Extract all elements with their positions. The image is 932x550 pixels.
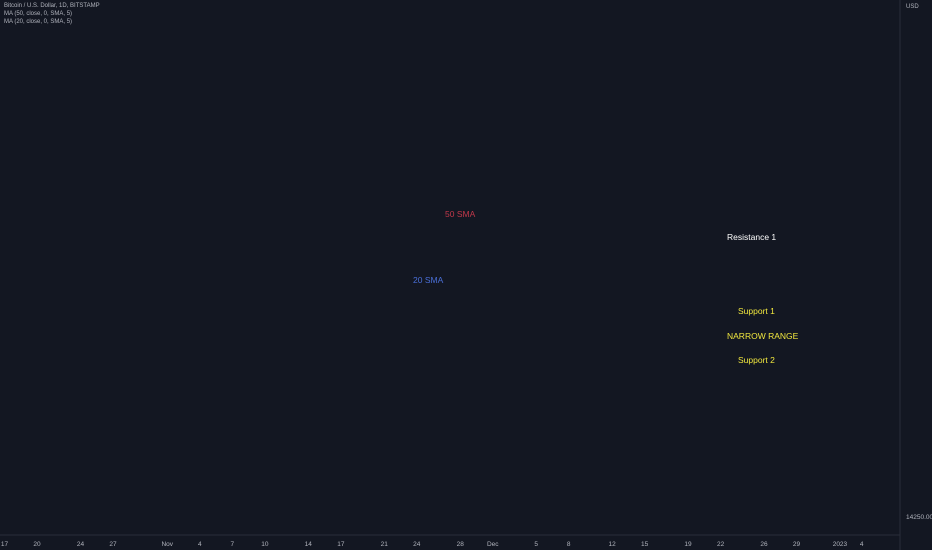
date-tick-label: Nov xyxy=(161,541,173,548)
support-1-annotation: Support 1 xyxy=(738,306,775,316)
sma50-annotation: 50 SMA xyxy=(445,209,476,219)
narrow-range-annotation: NARROW RANGE xyxy=(727,331,799,341)
date-tick-label: 19 xyxy=(684,541,692,548)
date-tick-label: 8 xyxy=(567,541,571,548)
date-tick-label: 27 xyxy=(109,541,117,548)
resistance-1-annotation: Resistance 1 xyxy=(727,232,776,242)
date-tick-label: 29 xyxy=(793,541,801,548)
date-tick-label: 4 xyxy=(198,541,202,548)
ma50-legend[interactable]: MA (50, close, 0, SMA, 5) xyxy=(4,11,73,17)
date-tick-label: 17 xyxy=(1,541,9,548)
date-tick-label: 4 xyxy=(860,541,864,548)
date-tick-label: Dec xyxy=(487,541,499,548)
date-tick-label: 20 xyxy=(33,541,41,548)
currency-label: USD xyxy=(906,4,919,10)
date-tick-label: 10 xyxy=(261,541,269,548)
date-tick-label: 15 xyxy=(641,541,649,548)
date-tick-label: 5 xyxy=(534,541,538,548)
date-tick-label: 2023 xyxy=(833,541,848,548)
support-2-annotation: Support 2 xyxy=(738,355,775,365)
sma20-annotation: 20 SMA xyxy=(413,275,444,285)
price-tick-label: 14250.00 xyxy=(906,514,932,521)
date-tick-label: 12 xyxy=(608,541,616,548)
date-tick-label: 22 xyxy=(717,541,725,548)
date-tick-label: 7 xyxy=(231,541,235,548)
date-tick-label: 24 xyxy=(77,541,85,548)
date-tick-label: 24 xyxy=(413,541,421,548)
symbol-title: Bitcoin / U.S. Dollar, 1D, BITSTAMP xyxy=(4,3,100,9)
ma20-legend[interactable]: MA (20, close, 0, SMA, 5) xyxy=(4,19,73,25)
date-tick-label: 14 xyxy=(305,541,313,548)
date-tick-label: 21 xyxy=(381,541,389,548)
date-tick-label: 28 xyxy=(457,541,465,548)
date-tick-label: 17 xyxy=(337,541,345,548)
date-tick-label: 26 xyxy=(760,541,768,548)
